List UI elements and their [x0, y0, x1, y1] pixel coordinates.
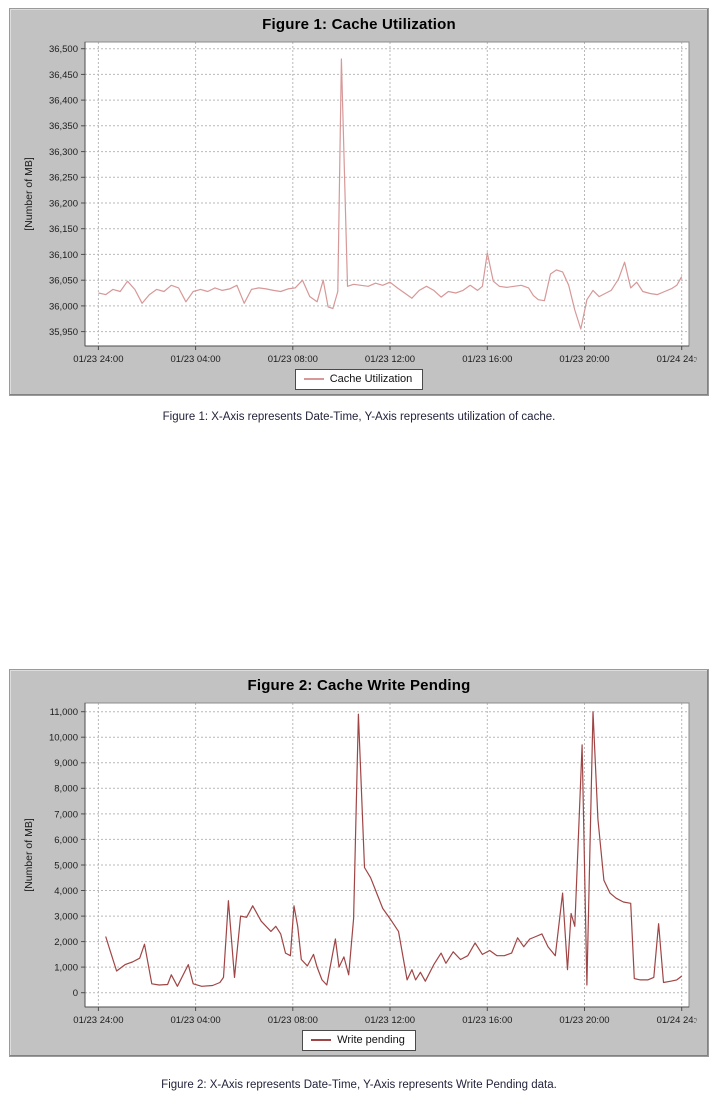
cache-utilization-chart: 35,950 36,000 36,050 36,100 36,150 36,200 36,2…	[23, 41, 697, 365]
svg-text:35,950: 35,950	[49, 327, 78, 338]
legend-line-sample-icon	[311, 1039, 332, 1041]
svg-text:01/23 24:00: 01/23 24:00	[73, 1015, 123, 1026]
svg-text:36,050: 36,050	[49, 276, 78, 287]
legend-line-sample-icon	[303, 378, 324, 380]
svg-text:5,000: 5,000	[54, 860, 78, 871]
svg-text:01/23 20:00: 01/23 20:00	[559, 354, 609, 365]
figure1-title: Figure 1: Cache Utilization	[262, 16, 456, 33]
svg-text:36,200: 36,200	[49, 198, 78, 209]
svg-text:[Number of MB]: [Number of MB]	[23, 818, 35, 892]
svg-text:8,000: 8,000	[54, 784, 78, 795]
figure2-title: Figure 2: Cache Write Pending	[247, 677, 471, 694]
figure2-panel: Figure 2: Cache Write Pending 0 1,000 2,00…	[9, 669, 709, 1057]
svg-text:6,000: 6,000	[54, 835, 78, 846]
svg-text:01/23 04:00: 01/23 04:00	[171, 354, 221, 365]
svg-text:01/23 20:00: 01/23 20:00	[559, 1015, 609, 1026]
svg-text:2,000: 2,000	[54, 937, 78, 948]
svg-text:36,300: 36,300	[49, 147, 78, 158]
figure1-legend-label: Cache Utilization	[329, 373, 413, 385]
svg-text:10,000: 10,000	[49, 733, 78, 744]
figure2-caption: Figure 2: X-Axis represents Date-Time, Y…	[161, 1079, 557, 1091]
svg-text:01/23 12:00: 01/23 12:00	[365, 354, 415, 365]
svg-text:01/23 08:00: 01/23 08:00	[268, 1015, 318, 1026]
svg-text:36,500: 36,500	[49, 44, 78, 55]
svg-text:01/23 12:00: 01/23 12:00	[365, 1015, 415, 1026]
figure1-panel: Figure 1: Cache Utilization 35,950 36,000…	[9, 8, 709, 396]
svg-text:01/23 16:00: 01/23 16:00	[462, 354, 512, 365]
svg-text:36,400: 36,400	[49, 96, 78, 107]
svg-text:01/24 24:00: 01/24 24:00	[657, 354, 697, 365]
svg-text:9,000: 9,000	[54, 758, 78, 769]
svg-text:0: 0	[73, 988, 78, 999]
svg-text:01/24 24:00: 01/24 24:00	[657, 1015, 697, 1026]
svg-text:01/23 04:00: 01/23 04:00	[171, 1015, 221, 1026]
svg-text:1,000: 1,000	[54, 963, 78, 974]
svg-text:36,100: 36,100	[49, 250, 78, 261]
svg-text:36,250: 36,250	[49, 173, 78, 184]
svg-text:01/23 08:00: 01/23 08:00	[268, 354, 318, 365]
spacer	[0, 423, 718, 669]
svg-text:11,000: 11,000	[50, 707, 78, 718]
svg-text:[Number of MB]: [Number of MB]	[23, 157, 35, 231]
svg-text:3,000: 3,000	[54, 912, 78, 923]
figure1-legend: Cache Utilization	[294, 369, 424, 390]
svg-text:7,000: 7,000	[54, 809, 78, 820]
svg-text:36,450: 36,450	[49, 70, 78, 81]
figure1-caption: Figure 1: X-Axis represents Date-Time, Y…	[162, 411, 556, 423]
svg-text:36,150: 36,150	[49, 224, 78, 235]
svg-text:4,000: 4,000	[54, 886, 78, 897]
figure2-legend: Write pending	[302, 1030, 416, 1051]
svg-text:01/23 16:00: 01/23 16:00	[462, 1015, 512, 1026]
svg-text:01/23 24:00: 01/23 24:00	[73, 354, 123, 365]
svg-text:36,350: 36,350	[49, 121, 78, 132]
svg-text:36,000: 36,000	[49, 301, 78, 312]
figure2-legend-label: Write pending	[337, 1034, 405, 1046]
write-pending-chart: 0 1,000 2,000 3,000 4,000 5,000 6,000 7,000 8,00…	[23, 702, 697, 1026]
